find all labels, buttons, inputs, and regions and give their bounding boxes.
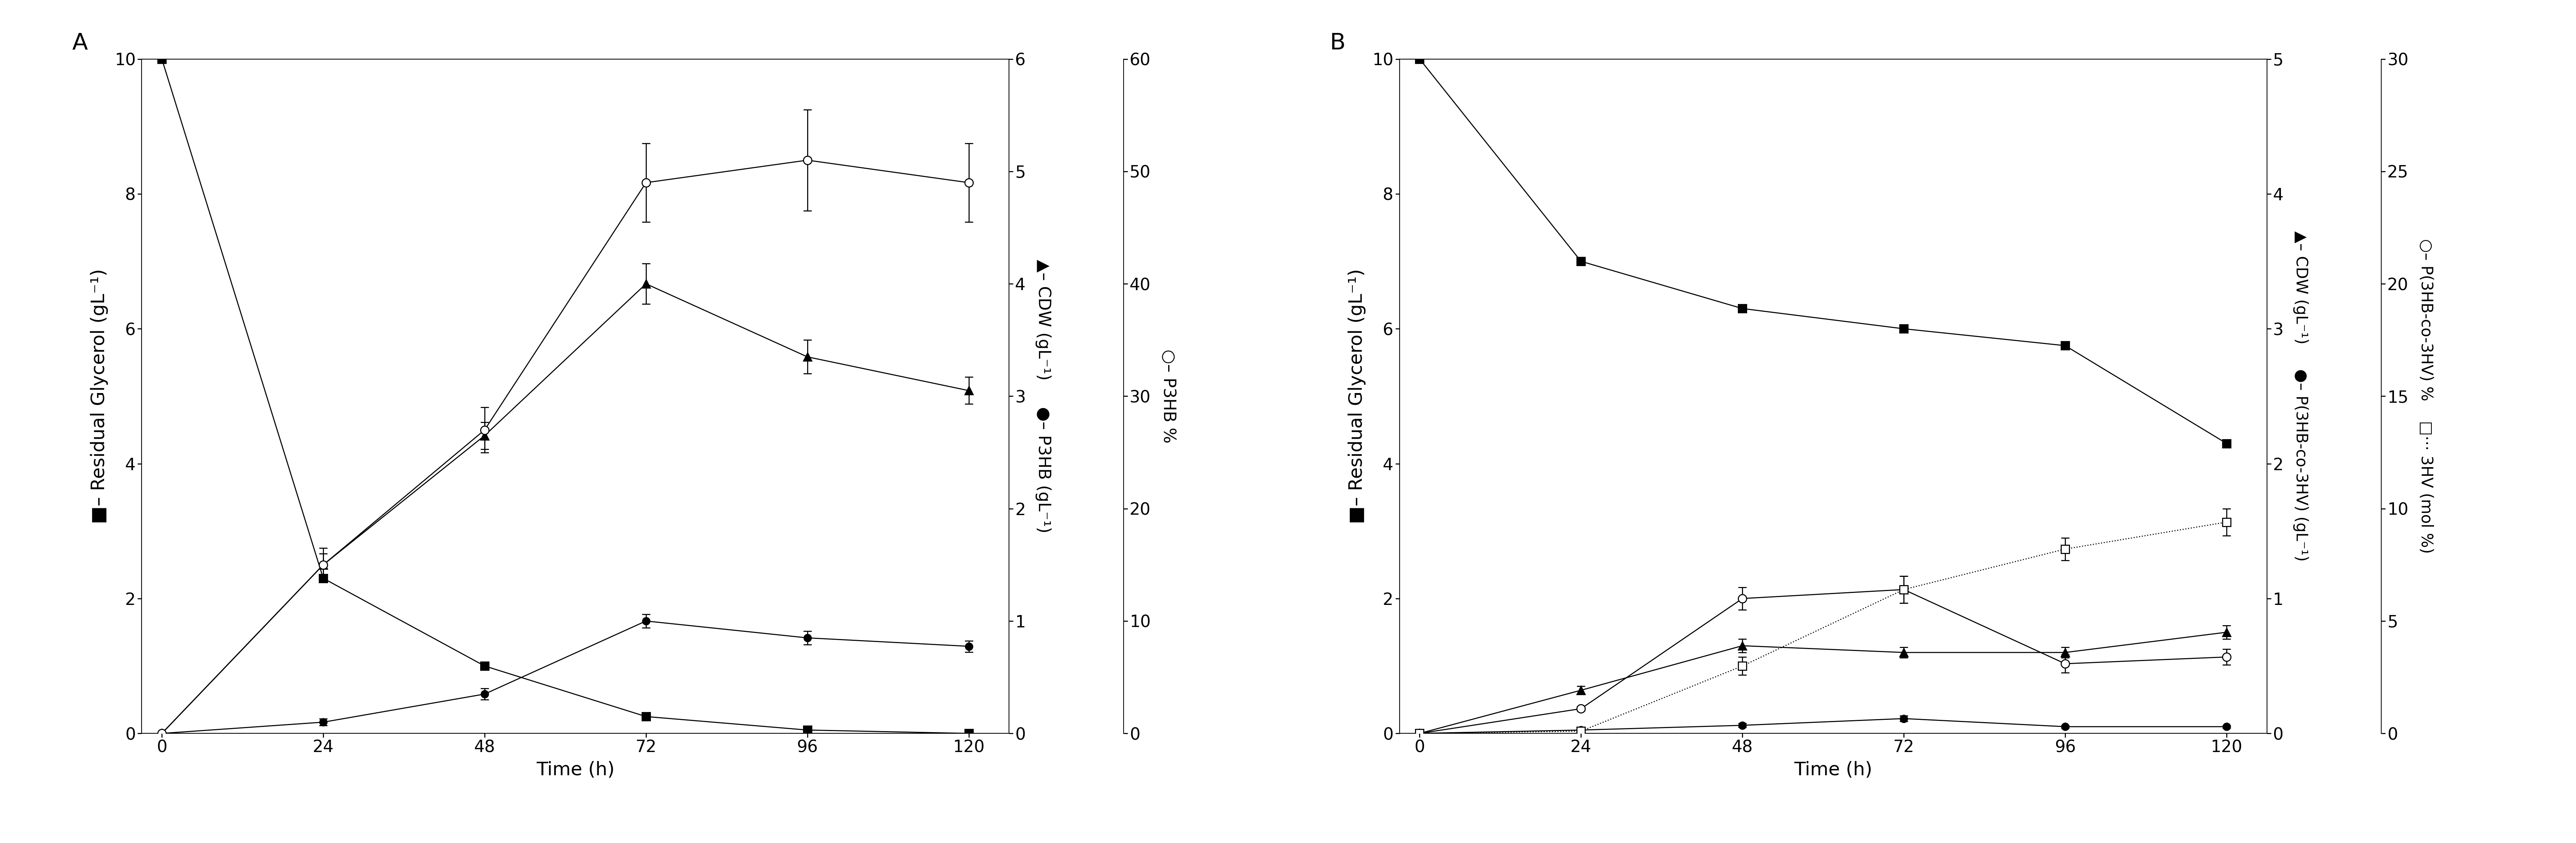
X-axis label: Time (h): Time (h): [1793, 760, 1873, 779]
Text: B: B: [1329, 32, 1345, 54]
Y-axis label: ○– P(3HB-co-3HV) %    □··· 3HV (mol %): ○– P(3HB-co-3HV) % □··· 3HV (mol %): [2419, 239, 2434, 554]
Y-axis label: ▲– CDW (gL⁻¹)     ●– P3HB (gL⁻¹): ▲– CDW (gL⁻¹) ●– P3HB (gL⁻¹): [1036, 260, 1051, 533]
Y-axis label: ○– P3HB %: ○– P3HB %: [1159, 349, 1177, 443]
Y-axis label: ■– Residual Glycerol (gL⁻¹): ■– Residual Glycerol (gL⁻¹): [1347, 269, 1365, 524]
Y-axis label: ■– Residual Glycerol (gL⁻¹): ■– Residual Glycerol (gL⁻¹): [90, 269, 108, 524]
X-axis label: Time (h): Time (h): [536, 760, 616, 779]
Y-axis label: ▲– CDW (gL⁻¹)     ●– P(3HB-co-3HV) (gL⁻¹): ▲– CDW (gL⁻¹) ●– P(3HB-co-3HV) (gL⁻¹): [2293, 231, 2308, 561]
Text: A: A: [72, 32, 88, 54]
